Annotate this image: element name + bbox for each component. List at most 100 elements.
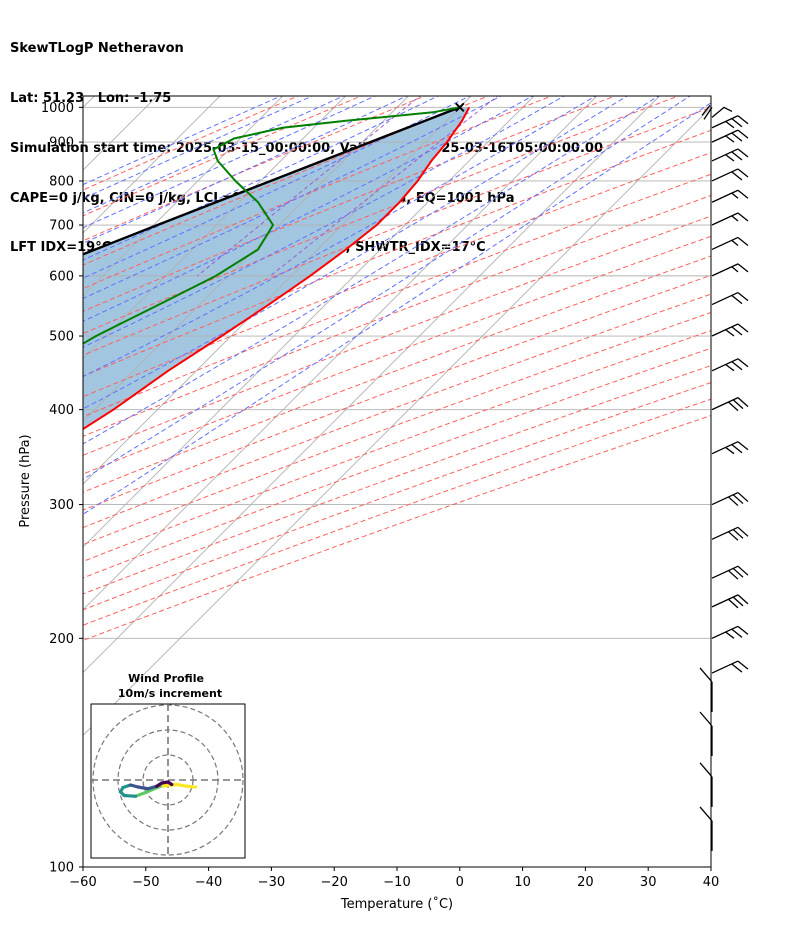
- location-line: Lat: 51.23 Lon: -1.75: [10, 90, 172, 106]
- wind-barb: [711, 106, 733, 118]
- x-tick-label: 0: [456, 875, 464, 890]
- hodograph-inset: Wind Profile 10m/s increment: [90, 672, 246, 859]
- chart-title: SkewTLogP Netheravon: [10, 41, 184, 57]
- x-tick-label: 10: [514, 875, 531, 890]
- x-tick-label: −20: [320, 875, 347, 890]
- y-axis-title: Pressure (hPa): [18, 434, 33, 527]
- moist-adiabat-line: [83, 102, 711, 515]
- wind-barb: [711, 397, 749, 412]
- wind-barb: [711, 526, 749, 541]
- wind-barb: [711, 168, 749, 182]
- moist-adiabat-line: [83, 96, 408, 244]
- hodograph-segment: [175, 782, 189, 788]
- wind-barb: [711, 263, 749, 277]
- moist-adiabat-line: [83, 96, 377, 229]
- y-tick-label: 100: [49, 861, 74, 876]
- moist-adiabat-line: [83, 96, 471, 279]
- isotherm-line: [83, 96, 95, 108]
- wind-barb: [711, 115, 749, 129]
- wind-barb: [711, 323, 749, 337]
- temperature-line: [83, 106, 471, 431]
- inset-subtitle: 10m/s increment: [118, 687, 222, 700]
- x-tick-label: −40: [195, 875, 222, 890]
- dry-adiabat-line: [83, 96, 680, 335]
- wind-barb: [699, 806, 713, 851]
- wind-barb: [711, 660, 749, 674]
- x-tick-label: −60: [69, 875, 96, 890]
- dry-adiabat-line: [83, 194, 711, 437]
- moist-adiabat-line: [83, 96, 534, 322]
- plot-area: [83, 96, 711, 867]
- wind-barb: [711, 565, 749, 580]
- moist-adiabat-line: [83, 96, 660, 445]
- wind-barb: [699, 667, 713, 712]
- moist-adiabat-line: [83, 96, 345, 214]
- y-tick-label: 1000: [41, 101, 74, 116]
- isotherm-line: [83, 96, 535, 548]
- y-tick-label: 300: [49, 498, 74, 513]
- dry-adiabat-line: [83, 274, 711, 511]
- moist-adiabat-line: [83, 96, 597, 378]
- isotherm-line: [83, 96, 472, 485]
- wind-barb: [699, 711, 713, 756]
- x-tick-label: 40: [703, 875, 720, 890]
- wind-barb: [711, 594, 749, 609]
- wind-barbs: [699, 104, 749, 851]
- x-axis-title: Temperature (˚C): [340, 896, 453, 912]
- cin-cape-shade: [83, 107, 470, 430]
- moist-adiabat-line: [83, 96, 314, 200]
- x-tick-label: −50: [132, 875, 159, 890]
- isotherm-line: [83, 96, 346, 360]
- wind-barb: [711, 625, 749, 639]
- wind-barb: [711, 291, 749, 306]
- moist-adiabat-line: [83, 96, 283, 186]
- wind-barb: [701, 104, 713, 120]
- isotherm-line: [83, 96, 284, 297]
- dry-adiabat-line: [83, 365, 711, 595]
- isotherm-line: [83, 96, 221, 234]
- surface-marker: [455, 102, 465, 113]
- x-tick-label: −10: [383, 875, 410, 890]
- wind-barb: [711, 148, 749, 162]
- dry-adiabat-line: [83, 96, 427, 242]
- dry-adiabat-line: [83, 215, 711, 456]
- wind-barb: [699, 762, 713, 807]
- wind-barb: [711, 236, 749, 251]
- y-tick-label: 700: [49, 219, 74, 234]
- moist-adiabat-line: [83, 96, 692, 480]
- hodograph-segment: [166, 780, 174, 787]
- mixing-ratio-line: [196, 96, 421, 277]
- dry-adiabat-line: [83, 96, 617, 312]
- isotherm-line: [83, 96, 598, 611]
- isotherm-line: [83, 96, 660, 674]
- dry-adiabat-line: [83, 173, 711, 418]
- dewpoint-line: [83, 106, 460, 345]
- wind-barb: [711, 189, 749, 203]
- y-tick-label: 800: [49, 174, 74, 189]
- x-tick-label: 30: [640, 875, 657, 890]
- wind-barb: [711, 129, 749, 143]
- hodograph-segment: [133, 790, 148, 798]
- wind-barb: [711, 212, 749, 226]
- inset-title: Wind Profile: [128, 672, 204, 685]
- y-tick-label: 400: [49, 403, 74, 418]
- dry-adiabat-line: [83, 106, 711, 356]
- wind-barb: [711, 358, 749, 372]
- dry-adiabat-line: [83, 129, 711, 377]
- dry-adiabat-line: [83, 330, 711, 562]
- hodograph-segment: [136, 785, 150, 791]
- dry-adiabat-line: [83, 382, 711, 611]
- y-tick-label: 900: [49, 136, 74, 151]
- dry-adiabat-line: [83, 398, 711, 626]
- dry-adiabat-line: [83, 414, 711, 642]
- dry-adiabat-line: [83, 96, 553, 290]
- y-tick-label: 600: [49, 269, 74, 284]
- y-tick-label: 200: [49, 632, 74, 647]
- mixing-ratio-line: [270, 96, 499, 277]
- isotherm-line: [83, 96, 409, 422]
- hodograph-segment: [122, 793, 138, 798]
- parcel-profile-line: [83, 106, 461, 256]
- dry-adiabat-line: [83, 96, 363, 217]
- x-tick-label: −30: [258, 875, 285, 890]
